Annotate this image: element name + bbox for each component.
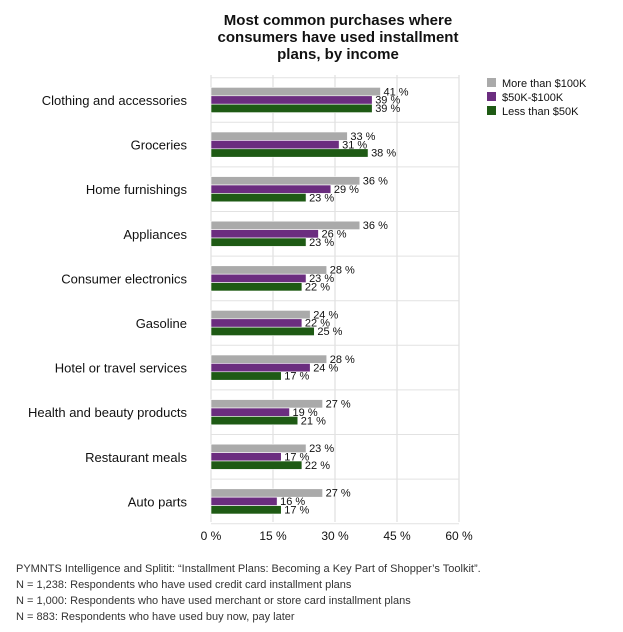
bar-value-label: 25 % [317, 326, 342, 338]
category-label: Auto parts [128, 494, 188, 509]
x-tick-label: 60 % [445, 529, 473, 543]
x-tick-label: 45 % [383, 529, 411, 543]
bar [210, 460, 303, 470]
bar-value-label: 38 % [371, 148, 396, 160]
bar-value-label: 31 % [342, 139, 367, 151]
bar [210, 148, 369, 158]
bar [210, 505, 282, 515]
bar-value-label: 29 % [334, 184, 359, 196]
category-label: Clothing and accessories [42, 93, 188, 108]
legend-label: $50K-$100K [502, 92, 564, 104]
bar [210, 310, 311, 320]
footnotes: PYMNTS Intelligence and Splitit: “Instal… [16, 561, 616, 625]
bar [210, 496, 278, 506]
x-tick-label: 30 % [321, 529, 349, 543]
bar-value-label: 19 % [293, 407, 318, 419]
sample-note-store-card: N = 1,000: Respondents who have used mer… [16, 595, 411, 607]
bar-value-label: 23 % [309, 192, 334, 204]
bar [210, 131, 348, 141]
category-label: Restaurant meals [85, 450, 187, 465]
legend-swatch [487, 106, 496, 115]
x-tick-label: 15 % [259, 529, 287, 543]
chart-title-line: plans, by income [277, 46, 399, 63]
bar [210, 140, 340, 150]
bar-value-label: 22 % [305, 460, 330, 472]
chart-title-line: Most common purchases where [224, 12, 452, 29]
category-label: Consumer electronics [61, 271, 187, 286]
bar [210, 273, 307, 283]
bar-value-label: 39 % [375, 103, 400, 115]
bar [210, 452, 282, 462]
category-label: Health and beauty products [28, 405, 187, 420]
legend-label: Less than $50K [502, 106, 579, 118]
bar-value-label: 26 % [321, 229, 346, 241]
bar-value-label: 24 % [313, 362, 338, 374]
legend-swatch [487, 78, 496, 87]
bar [210, 371, 282, 381]
bar-value-label: 33 % [350, 131, 375, 143]
bar [210, 237, 307, 247]
category-label: Hotel or travel services [55, 361, 188, 376]
bar-value-label: 17 % [284, 371, 309, 383]
bar [210, 229, 319, 239]
bar-value-label: 17 % [284, 505, 309, 517]
bar-value-label: 27 % [326, 488, 351, 500]
category-label: Appliances [123, 227, 187, 242]
bar-value-label: 36 % [363, 176, 388, 188]
bar-value-label: 27 % [326, 399, 351, 411]
legend-label: More than $100K [502, 78, 587, 90]
bar-value-label: 23 % [309, 237, 334, 249]
bar-value-label: 28 % [330, 265, 355, 277]
category-label: Home furnishings [86, 182, 188, 197]
bar [210, 354, 328, 364]
sample-note-credit-card: N = 1,238: Respondents who have used cre… [16, 579, 352, 591]
bar-value-label: 23 % [309, 273, 334, 285]
bar [210, 318, 303, 328]
bar-value-label: 21 % [301, 415, 326, 427]
x-tick-label: 0 % [201, 529, 222, 543]
bar [210, 407, 290, 417]
bar-value-label: 36 % [363, 220, 388, 232]
bar-value-label: 39 % [375, 95, 400, 107]
bar [210, 193, 307, 203]
bar [210, 87, 381, 97]
bar-value-label: 28 % [330, 354, 355, 366]
bar-value-label: 22 % [305, 282, 330, 294]
category-label: Groceries [131, 138, 188, 153]
bar-value-label: 16 % [280, 496, 305, 508]
chart-title-line: consumers have used installment [218, 29, 459, 46]
bar [210, 282, 303, 292]
bar [210, 326, 315, 336]
bar [210, 488, 323, 498]
bar-value-label: 24 % [313, 309, 338, 321]
category-label: Gasoline [136, 316, 187, 331]
bar [210, 103, 373, 113]
legend-swatch [487, 92, 496, 101]
bar-value-label: 22 % [305, 318, 330, 330]
bar [210, 95, 373, 105]
bar [210, 416, 299, 426]
bar-value-label: 17 % [284, 452, 309, 464]
bar-value-label: 41 % [383, 86, 408, 98]
source-note: PYMNTS Intelligence and Splitit: “Instal… [16, 563, 481, 575]
sample-note-bnpl: N = 883: Respondents who have used buy n… [16, 611, 295, 623]
bar-value-label: 23 % [309, 443, 334, 455]
